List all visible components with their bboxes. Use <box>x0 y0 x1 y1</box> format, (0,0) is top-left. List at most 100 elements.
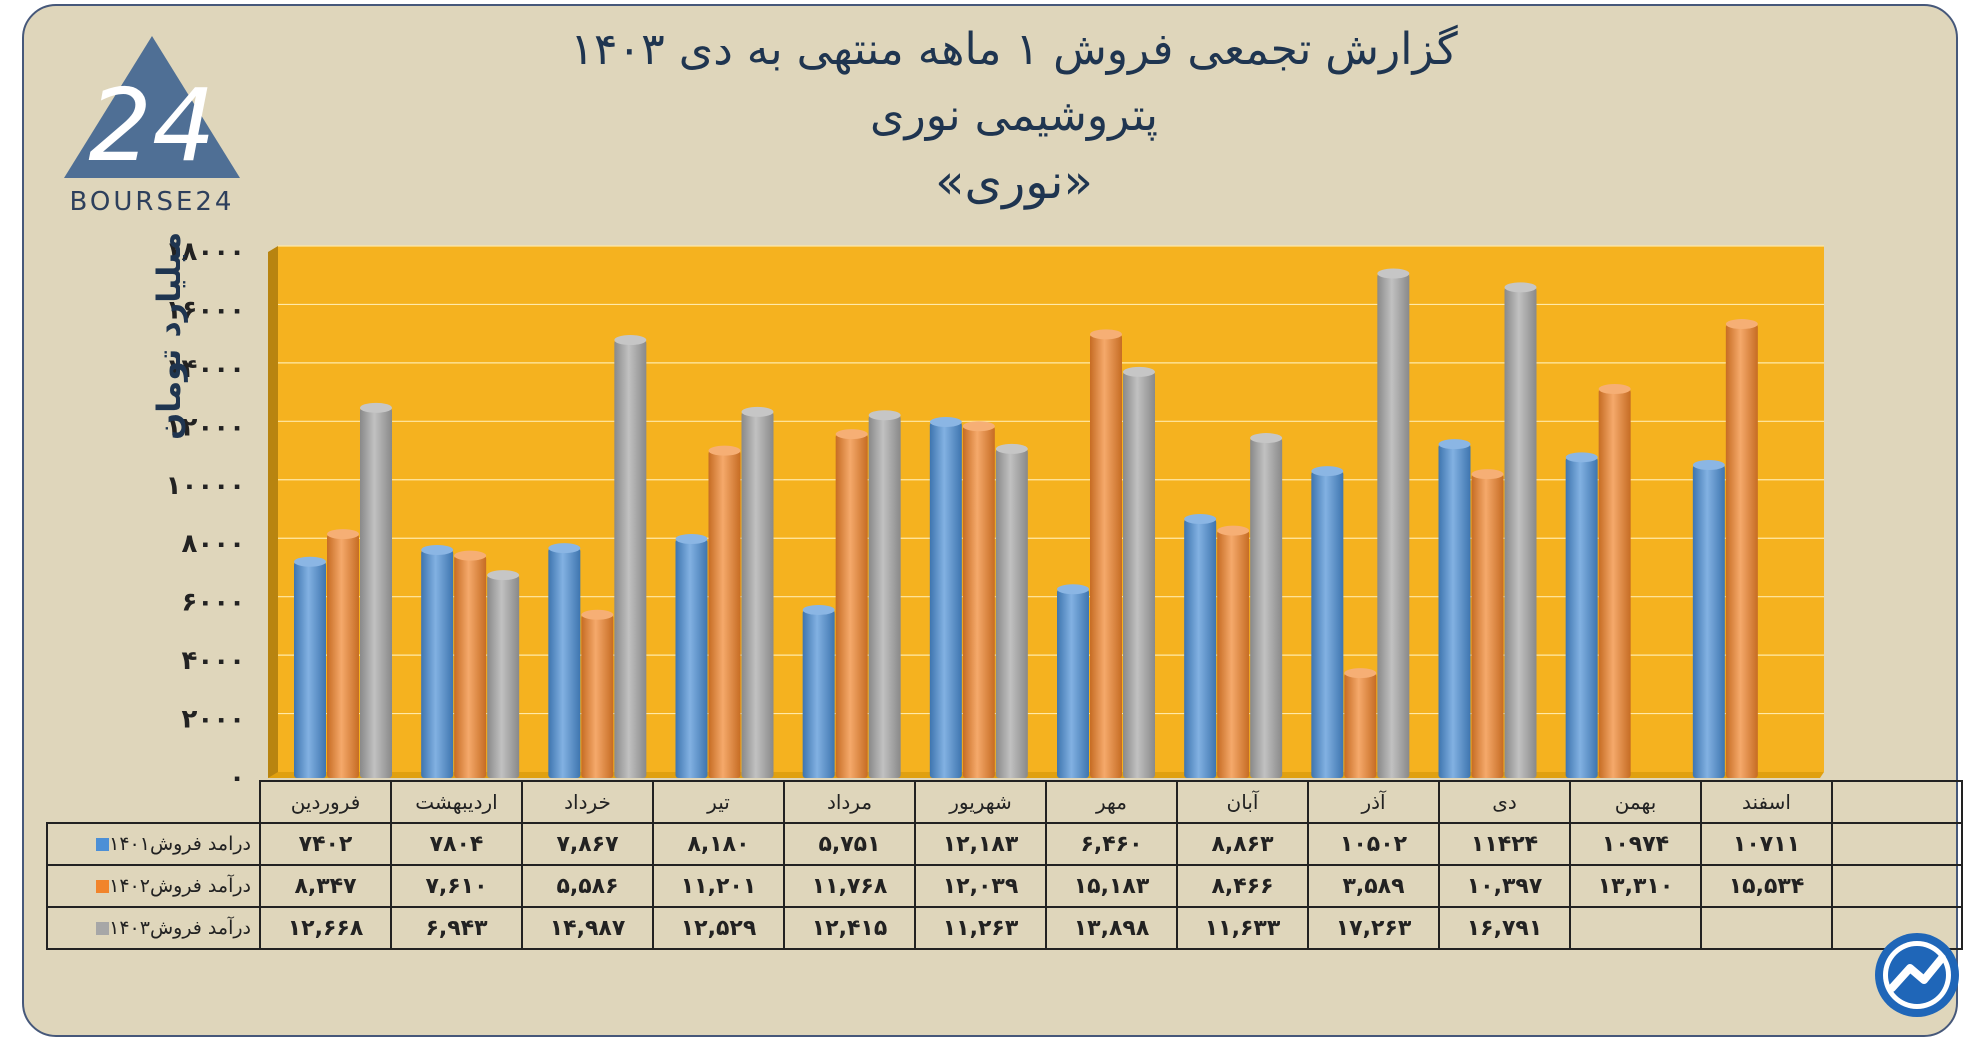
bar <box>835 434 868 778</box>
y-tick-label: ۱۸۰۰۰ <box>166 237 245 267</box>
empty-column <box>1831 780 1963 824</box>
empty-cell <box>1831 822 1963 866</box>
bar <box>1598 389 1631 778</box>
y-tick-label: ۱۲۰۰۰ <box>166 412 245 442</box>
bar <box>995 448 1028 778</box>
data-cell: ۱۰,۳۹۷ <box>1438 864 1571 908</box>
data-cell: ۱۰۵۰۲ <box>1307 822 1440 866</box>
month-header: آبان <box>1176 780 1309 824</box>
bar <box>1471 474 1504 778</box>
bar-top <box>1471 469 1504 480</box>
month-header: شهریور <box>914 780 1047 824</box>
series-legend-label: درآمد فروش۱۴۰۳ <box>46 906 261 950</box>
data-cell: ۱۳,۳۱۰ <box>1569 864 1702 908</box>
data-cell: ۱۱,۲۰۱ <box>652 864 785 908</box>
bar <box>1344 673 1377 778</box>
bar-top <box>1123 366 1155 377</box>
data-cell: ۸,۴۶۶ <box>1176 864 1309 908</box>
bar <box>1504 287 1537 778</box>
data-cell <box>1569 906 1702 950</box>
logo-text: BOURSE24 <box>70 187 235 217</box>
logo-mark: 24 <box>88 67 215 184</box>
bar <box>454 555 487 778</box>
bar-top <box>614 335 647 346</box>
bar-top <box>802 604 835 615</box>
data-cell: ۱۵,۵۳۴ <box>1700 864 1833 908</box>
month-header: مهر <box>1045 780 1178 824</box>
table-row: درآمد فروش۱۴۰۳ ۱۲,۶۶۸ ۶,۹۴۳ ۱۴,۹۸۷ ۱۲,۵۲۹ ۱۲,… <box>46 906 1963 950</box>
bar <box>708 450 741 778</box>
bar-top <box>1504 282 1537 293</box>
bar-top <box>1184 514 1217 525</box>
bar-top <box>1692 460 1725 471</box>
bar-top <box>360 402 392 413</box>
data-cell: ۱۳,۸۹۸ <box>1045 906 1178 950</box>
data-cell: ۱۶,۷۹۱ <box>1438 906 1571 950</box>
month-header: تیر <box>652 780 785 824</box>
ticker-name: «نوری» <box>935 154 1093 210</box>
y-tick-label: ۸۰۰۰ <box>182 529 245 559</box>
plot-floor <box>268 772 1824 778</box>
data-cell: ۸,۸۶۳ <box>1176 822 1309 866</box>
legend-key <box>96 880 110 893</box>
bar-top <box>1250 433 1283 444</box>
table-row: درآمد فروش۱۴۰۲ ۸,۳۴۷ ۷,۶۱۰ ۵,۵۸۶ ۱۱,۲۰۱ ۱۱,۷۶… <box>46 864 1963 908</box>
brand-chart-icon <box>1875 933 1959 1017</box>
bar-top <box>454 550 487 561</box>
data-cell: ۱۱,۲۶۳ <box>914 906 1047 950</box>
series-name: درامد فروش۱۴۰۱ <box>109 833 251 855</box>
bar <box>360 407 392 778</box>
bar-top <box>1057 584 1089 595</box>
bar <box>1725 324 1758 778</box>
bar <box>1090 334 1122 778</box>
bar <box>1692 465 1725 778</box>
bar <box>327 534 359 778</box>
legend-key <box>96 922 110 935</box>
bar-top <box>741 406 774 417</box>
data-cell: ۸,۱۸۰ <box>652 822 785 866</box>
table-header-row: فروردین اردیبهشت خرداد تیر مرداد شهریور مهر آبا… <box>47 780 1963 824</box>
bar-top <box>1344 668 1377 679</box>
data-table: فروردین اردیبهشت خرداد تیر مرداد شهریور مهر آبا… <box>46 780 1963 950</box>
bar-top <box>421 544 454 555</box>
bar <box>1565 457 1598 778</box>
bar <box>741 411 774 778</box>
bar-top <box>962 421 995 432</box>
data-cell: ۱۵,۱۸۳ <box>1045 864 1178 908</box>
bar-top <box>929 416 962 427</box>
data-cell <box>1700 906 1833 950</box>
month-header: بهمن <box>1569 780 1702 824</box>
bar <box>675 538 708 778</box>
table-corner <box>47 781 260 823</box>
bar-top <box>1565 452 1598 463</box>
data-cell: ۱۲,۵۲۹ <box>652 906 785 950</box>
series-name: درآمد فروش۱۴۰۲ <box>109 875 251 897</box>
bar-top <box>1311 466 1344 477</box>
series-legend-label: درآمد فروش۱۴۰۲ <box>46 864 261 908</box>
bar-top <box>548 543 581 554</box>
series-name: درآمد فروش۱۴۰۳ <box>109 917 251 939</box>
data-cell: ۱۲,۱۸۳ <box>914 822 1047 866</box>
data-cell: ۶,۴۶۰ <box>1045 822 1178 866</box>
data-cell: ۵,۵۸۶ <box>521 864 654 908</box>
bar <box>581 614 614 778</box>
bar <box>1311 471 1344 778</box>
bar-top <box>835 429 868 440</box>
bar <box>1217 530 1250 778</box>
bar-top <box>487 570 520 581</box>
data-cell: ۷۴۰۲ <box>259 822 392 866</box>
data-cell: ۱۰۷۱۱ <box>1700 822 1833 866</box>
data-cell: ۷,۶۱۰ <box>390 864 523 908</box>
empty-cell <box>1831 864 1963 908</box>
data-cell: ۱۰۹۷۴ <box>1569 822 1702 866</box>
y-axis-label: میلیارد تومان <box>150 231 188 440</box>
month-header: اردیبهشت <box>390 780 523 824</box>
y-tick-label: ۲۰۰۰ <box>182 705 245 735</box>
month-header: خرداد <box>521 780 654 824</box>
bar-top <box>1438 439 1471 450</box>
bar-top <box>1598 384 1631 395</box>
bar <box>1250 438 1283 778</box>
sales-bar-chart: ۰ ۲۰۰۰ ۴۰۰۰ ۶۰۰۰ ۸۰۰۰ ۱۰۰۰۰ ۱۲۰۰۰ ۱۴۰۰۰ ۱۶۰۰۰ ۱۸۰… <box>166 237 1824 790</box>
bar <box>1184 519 1217 778</box>
data-cell: ۵,۷۵۱ <box>783 822 916 866</box>
